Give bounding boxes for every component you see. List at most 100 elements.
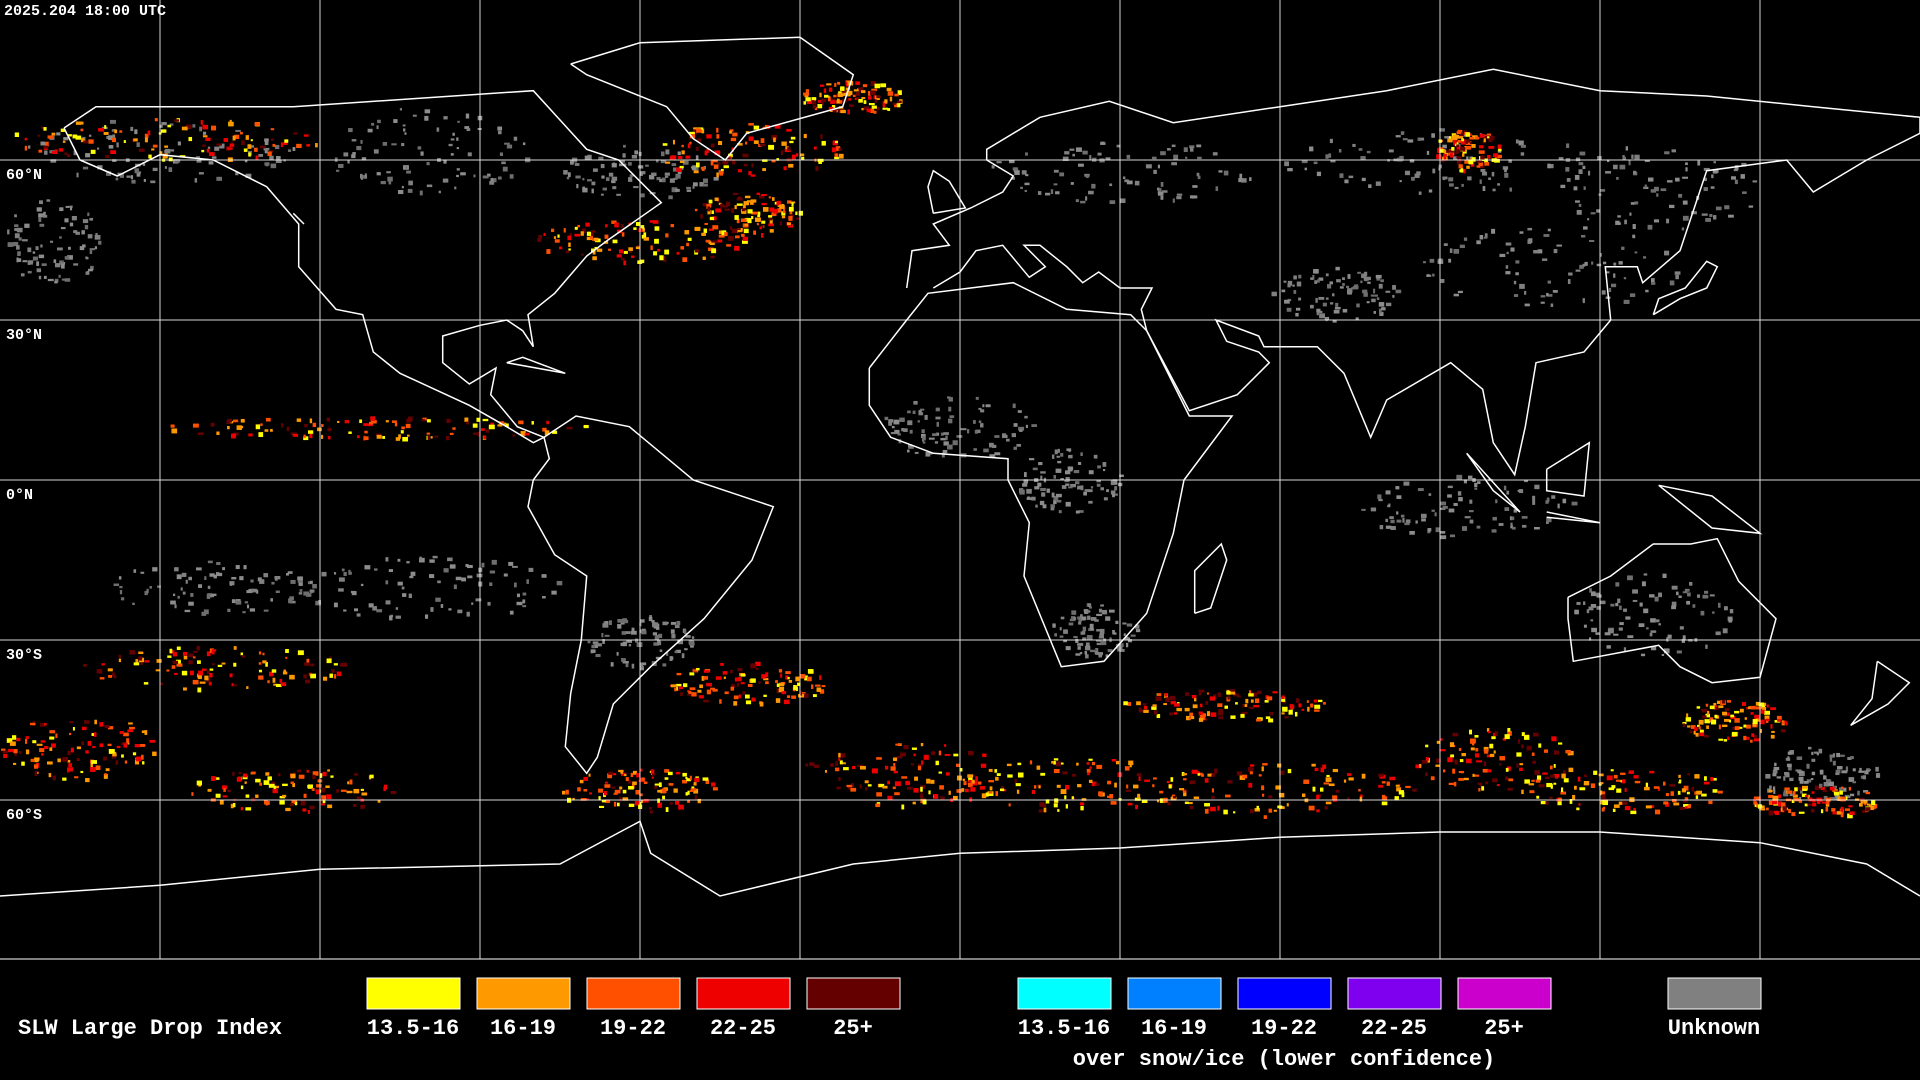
- cloud-pixel: [705, 779, 710, 785]
- cloud-pixel: [705, 239, 711, 243]
- cloud-pixel: [369, 774, 374, 779]
- cloud-pixel: [593, 644, 598, 648]
- cloud-pixel: [751, 211, 758, 215]
- cloud-pixel: [207, 560, 213, 564]
- cloud-pixel: [1082, 150, 1088, 155]
- cloud-pixel: [650, 245, 653, 250]
- cloud-pixel: [1172, 198, 1175, 203]
- cloud-pixel: [1728, 617, 1733, 623]
- cloud-pixel: [1389, 516, 1394, 520]
- cloud-pixel: [170, 600, 176, 605]
- cloud-pixel: [1332, 795, 1338, 800]
- cloud-pixel: [43, 275, 47, 279]
- cloud-pixel: [64, 256, 70, 260]
- cloud-pixel: [283, 669, 287, 673]
- cloud-pixel: [1509, 187, 1513, 192]
- cloud-pixel: [1493, 750, 1496, 754]
- cloud-pixel: [1456, 144, 1460, 147]
- cloud-pixel: [848, 786, 852, 790]
- cloud-pixel: [454, 186, 457, 190]
- cloud-pixel: [1078, 163, 1084, 167]
- cloud-pixel: [1040, 487, 1046, 492]
- cloud-pixel: [211, 593, 217, 597]
- cloud-pixel: [601, 632, 604, 638]
- cloud-pixel: [1675, 177, 1680, 182]
- cloud-pixel: [1527, 239, 1532, 244]
- cloud-pixel: [189, 670, 194, 676]
- cloud-pixel: [972, 780, 978, 786]
- cloud-pixel: [790, 136, 796, 140]
- cloud-pixel: [340, 789, 347, 792]
- cloud-pixel: [14, 228, 18, 232]
- cloud-pixel: [1405, 519, 1411, 524]
- cloud-pixel: [214, 146, 220, 151]
- cloud-pixel: [702, 183, 708, 187]
- cloud-pixel: [838, 153, 844, 159]
- cloud-pixel: [1301, 160, 1308, 164]
- cloud-pixel: [1207, 711, 1210, 717]
- cloud-pixel: [746, 200, 752, 203]
- cloud-pixel: [1434, 512, 1437, 517]
- cloud-pixel: [54, 149, 58, 154]
- cloud-pixel: [1863, 790, 1869, 793]
- cloud-pixel: [1750, 739, 1753, 743]
- cloud-pixel: [1461, 753, 1466, 757]
- cloud-pixel: [1687, 725, 1691, 728]
- cloud-pixel: [637, 165, 644, 169]
- cloud-pixel: [821, 140, 826, 146]
- cloud-pixel: [1165, 697, 1170, 703]
- cloud-pixel: [359, 173, 363, 179]
- cloud-pixel: [1476, 240, 1481, 245]
- cloud-pixel: [1482, 768, 1489, 773]
- cloud-pixel: [1248, 706, 1254, 709]
- cloud-pixel: [1553, 750, 1559, 755]
- cloud-pixel: [1529, 790, 1535, 794]
- cloud-pixel: [1065, 483, 1070, 486]
- cloud-pixel: [241, 140, 245, 146]
- cloud-pixel: [759, 226, 762, 230]
- cloud-pixel: [118, 658, 122, 663]
- cloud-pixel: [420, 151, 424, 156]
- cloud-pixel: [728, 153, 733, 158]
- cloud-pixel: [577, 787, 581, 792]
- legend-label: 22-25: [710, 1016, 776, 1041]
- cloud-pixel: [716, 134, 720, 139]
- cloud-pixel: [730, 686, 735, 691]
- cloud-pixel: [1088, 779, 1093, 784]
- cloud-pixel: [1491, 228, 1496, 234]
- cloud-pixel: [1156, 714, 1161, 719]
- cloud-pixel: [1055, 191, 1060, 195]
- cloud-pixel: [1085, 642, 1090, 647]
- cloud-pixel: [804, 675, 808, 681]
- cloud-pixel: [693, 782, 697, 786]
- cloud-pixel: [703, 166, 706, 170]
- cloud-pixel: [309, 580, 313, 584]
- cloud-pixel: [208, 161, 214, 165]
- cloud-pixel: [1773, 766, 1780, 771]
- cloud-pixel: [319, 773, 323, 778]
- cloud-pixel: [1096, 764, 1103, 769]
- cloud-pixel: [457, 609, 463, 614]
- cloud-pixel: [1159, 798, 1166, 803]
- cloud-pixel: [281, 423, 284, 428]
- cloud-pixel: [945, 772, 950, 776]
- cloud-pixel: [290, 802, 294, 807]
- cloud-pixel: [1832, 785, 1838, 788]
- cloud-pixel: [1771, 730, 1775, 733]
- cloud-pixel: [621, 631, 626, 635]
- cloud-pixel: [1582, 165, 1586, 170]
- cloud-pixel: [982, 753, 987, 758]
- cloud-pixel: [268, 783, 275, 788]
- cloud-pixel: [426, 184, 433, 188]
- cloud-pixel: [995, 791, 999, 797]
- cloud-pixel: [1676, 591, 1679, 596]
- cloud-pixel: [327, 435, 331, 440]
- cloud-pixel: [160, 682, 164, 686]
- cloud-pixel: [1836, 811, 1843, 815]
- cloud-pixel: [1428, 189, 1433, 193]
- cloud-pixel: [1332, 768, 1338, 773]
- cloud-pixel: [598, 796, 601, 801]
- cloud-pixel: [391, 143, 397, 146]
- cloud-pixel: [1224, 794, 1231, 798]
- cloud-pixel: [1681, 638, 1685, 643]
